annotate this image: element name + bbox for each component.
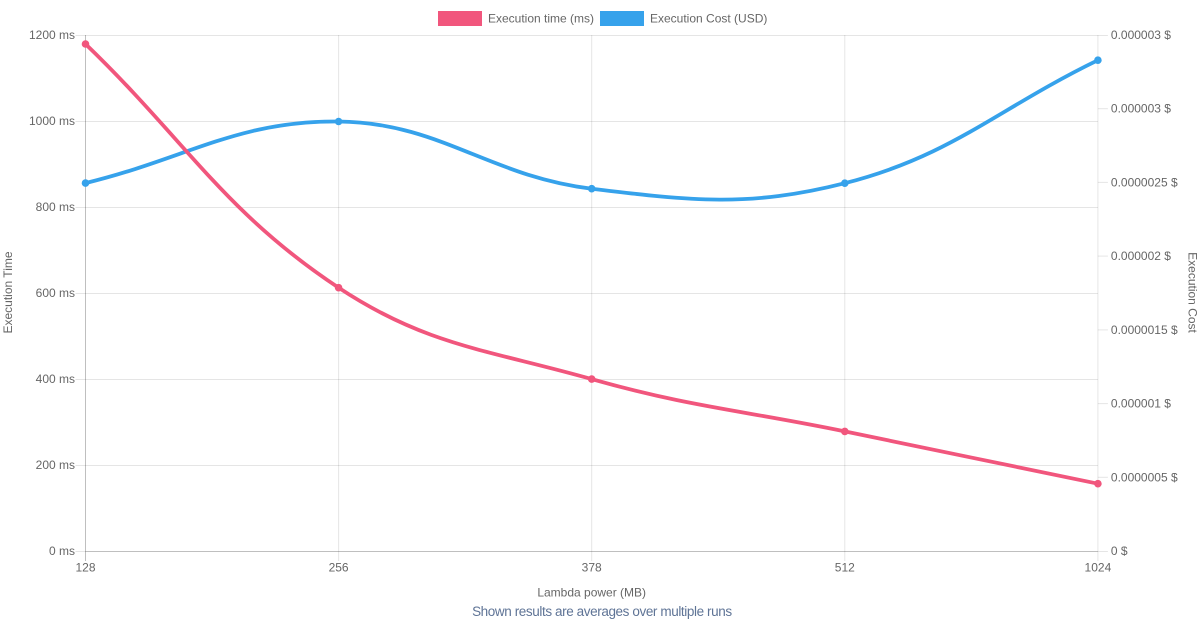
svg-text:0.0000005 $: 0.0000005 $ [1111,470,1178,484]
svg-text:128: 128 [75,561,95,575]
svg-text:0 $: 0 $ [1111,544,1128,558]
svg-text:0.000002 $: 0.000002 $ [1111,249,1171,263]
svg-text:1200 ms: 1200 ms [29,28,75,42]
svg-text:256: 256 [329,561,349,575]
svg-text:200 ms: 200 ms [36,458,75,472]
svg-text:1024: 1024 [1085,561,1112,575]
svg-text:378: 378 [582,561,602,575]
svg-text:0.0000015 $: 0.0000015 $ [1111,323,1178,337]
svg-text:Shown results are averages ove: Shown results are averages over multiple… [472,604,732,619]
svg-text:1000 ms: 1000 ms [29,114,75,128]
svg-text:Execution Cost (USD): Execution Cost (USD) [650,12,767,26]
svg-text:400 ms: 400 ms [36,372,75,386]
svg-text:Execution time (ms): Execution time (ms) [488,12,594,26]
svg-text:0 ms: 0 ms [49,544,75,558]
svg-text:0.000003 $: 0.000003 $ [1111,102,1171,116]
svg-text:Execution Cost: Execution Cost [1186,252,1200,333]
svg-text:Execution Time: Execution Time [1,251,15,333]
svg-text:600 ms: 600 ms [36,286,75,300]
svg-text:0.000001 $: 0.000001 $ [1111,397,1171,411]
svg-text:512: 512 [835,561,855,575]
svg-text:Lambda power (MB): Lambda power (MB) [537,586,646,600]
svg-text:0.000003 $: 0.000003 $ [1111,28,1171,42]
svg-text:800 ms: 800 ms [36,200,75,214]
svg-text:0.0000025 $: 0.0000025 $ [1111,175,1178,189]
